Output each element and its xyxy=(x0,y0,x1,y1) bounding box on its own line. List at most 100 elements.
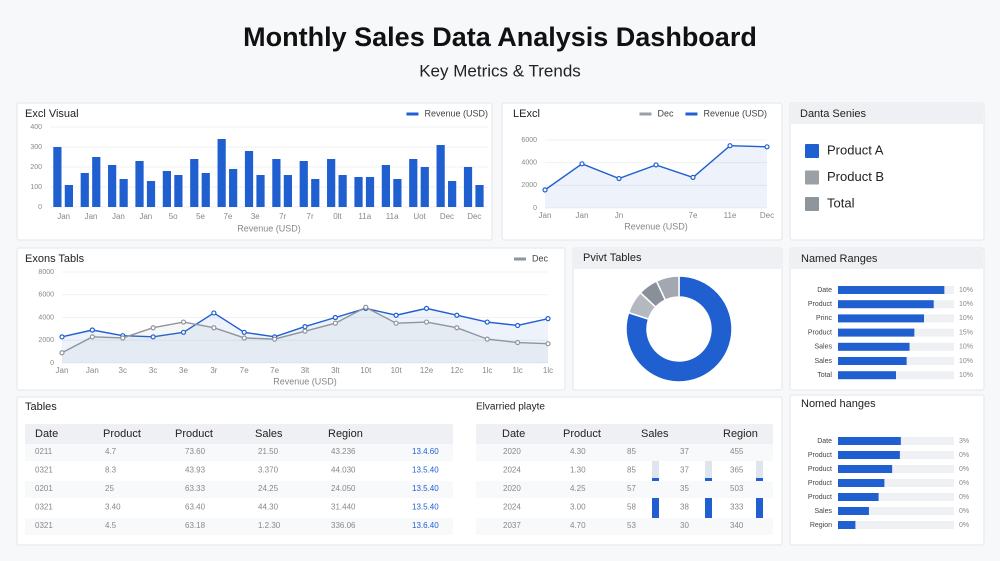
row-bg xyxy=(25,481,453,498)
x-tick-label: Jan xyxy=(85,212,98,221)
table-cell: 13.4.60 xyxy=(412,447,439,456)
x-tick-label: Jan xyxy=(139,212,152,221)
bar-annotation: 15% xyxy=(959,329,973,336)
row-bg xyxy=(25,518,453,535)
bar xyxy=(244,151,254,207)
point xyxy=(764,144,770,150)
point xyxy=(545,316,551,322)
bar xyxy=(436,145,445,207)
bar xyxy=(838,357,907,365)
table-cell: 63.18 xyxy=(185,521,206,530)
bar xyxy=(135,161,144,207)
bar-annotation: 10% xyxy=(959,344,973,351)
x-tick-label: 7e xyxy=(270,366,279,375)
bar xyxy=(80,173,89,207)
bar-label: Product xyxy=(808,480,832,487)
table-cell: 340 xyxy=(730,521,744,530)
y-tick-label: 6000 xyxy=(38,292,54,299)
title: Monthly Sales Data Analysis Dashboard xyxy=(243,22,757,52)
bar xyxy=(229,169,238,207)
x-tick-label: 7e xyxy=(689,211,698,220)
table-cell: 31.440 xyxy=(331,503,356,512)
point xyxy=(423,305,430,311)
x-axis-label: Revenue (USD) xyxy=(624,221,688,231)
panel-title: LExcl xyxy=(513,108,540,120)
table-header-bg xyxy=(25,424,453,444)
bar xyxy=(448,181,457,207)
table-cell: 63.40 xyxy=(185,503,206,512)
point xyxy=(542,187,548,193)
bar xyxy=(838,451,900,459)
point xyxy=(363,304,369,310)
panel xyxy=(16,247,566,391)
bar xyxy=(381,165,390,207)
y-tick-label: 0 xyxy=(50,360,54,367)
x-tick-label: 3c xyxy=(149,366,157,375)
x-tick-label: 7r xyxy=(307,212,314,221)
x-tick-label: 11e xyxy=(724,211,737,220)
bar xyxy=(272,159,281,207)
bar xyxy=(409,159,418,207)
point xyxy=(515,322,521,329)
table-cell: 8.3 xyxy=(105,466,117,475)
x-tick-label: Jan xyxy=(539,211,552,220)
panel-header xyxy=(791,249,983,269)
x-tick-label: 12e xyxy=(420,366,434,375)
x-tick-label: Jan xyxy=(112,212,125,221)
x-tick-label: 7r xyxy=(279,212,286,221)
panel-title: Danta Senies xyxy=(800,108,867,120)
bar-label: Date xyxy=(817,438,832,445)
table-cell: 43.236 xyxy=(331,447,356,456)
cell-bar xyxy=(652,478,659,534)
bar-annotation: 0% xyxy=(959,522,969,529)
point xyxy=(272,336,278,342)
y-tick-label: 4000 xyxy=(521,160,537,167)
bar xyxy=(838,286,945,294)
table-cell: 503 xyxy=(730,484,744,493)
bar xyxy=(53,147,62,207)
table-cell: 0321 xyxy=(35,503,53,512)
table-cell: 1.2.30 xyxy=(258,521,281,530)
table-cell: 4.30 xyxy=(570,447,586,456)
bar-label: Product xyxy=(808,452,832,459)
legend-swatch xyxy=(805,197,819,211)
x-tick-label: Jn xyxy=(615,211,623,220)
bar-label: Total xyxy=(817,372,832,379)
table-cell: 37 xyxy=(680,466,689,475)
table-cell: 30 xyxy=(680,521,689,530)
point xyxy=(616,175,622,182)
x-tick-label: 0lt xyxy=(333,212,342,221)
bar xyxy=(838,342,910,351)
y-tick-label: 4000 xyxy=(38,314,54,321)
table-cell: 455 xyxy=(730,447,744,456)
table-cell: 85 xyxy=(627,466,636,475)
point xyxy=(89,334,95,340)
bar xyxy=(393,179,402,207)
x-tick-label: Jan xyxy=(86,366,99,375)
x-tick-label: 12c xyxy=(450,366,463,375)
bar-annotation: 10% xyxy=(959,301,973,308)
x-tick-label: Dec xyxy=(467,212,481,221)
table-cell: 365 xyxy=(730,466,744,475)
row-bg xyxy=(25,444,453,461)
table-cell: 21.50 xyxy=(258,447,279,456)
bar xyxy=(64,185,73,207)
point xyxy=(241,329,247,335)
table-cell: 13.5.40 xyxy=(412,466,439,475)
bar-annotation: 3% xyxy=(959,438,969,445)
table-cell: 0321 xyxy=(35,521,53,530)
x-axis-label: Revenue (USD) xyxy=(237,223,301,233)
bar xyxy=(299,161,308,207)
bar-annotation: 0% xyxy=(959,466,969,473)
bar xyxy=(365,177,375,207)
bar xyxy=(174,175,183,207)
point xyxy=(332,314,338,321)
bar-label: Date xyxy=(817,287,832,294)
legend-label: Dec xyxy=(657,108,674,118)
point xyxy=(484,319,490,325)
y-tick-label: 300 xyxy=(30,144,42,151)
legend-swatch xyxy=(805,144,819,158)
bar xyxy=(838,479,885,487)
row-bg xyxy=(476,444,773,461)
bar-label: Region xyxy=(810,522,832,529)
